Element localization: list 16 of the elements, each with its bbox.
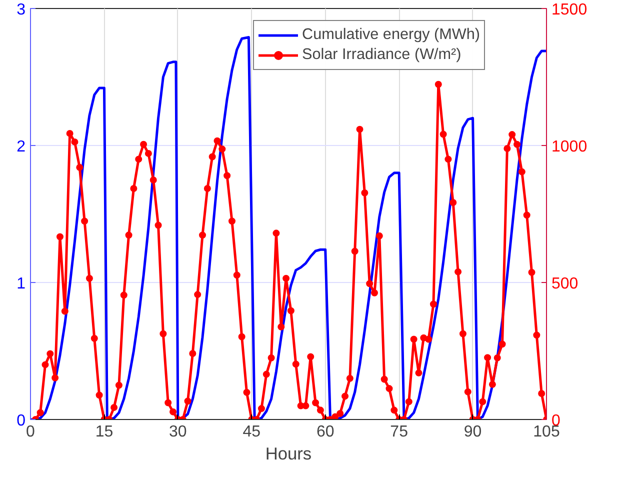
- y-tick-label: 0: [16, 412, 26, 430]
- legend-label: Solar Irradiance (W/m²): [302, 46, 462, 64]
- x-tick-label: 75: [390, 424, 408, 440]
- y2-tick-label: 1500: [552, 2, 588, 18]
- y2-tick-label: 500: [552, 276, 578, 292]
- y2-tick-label: 1000: [552, 138, 588, 156]
- x-tick-label: 45: [242, 424, 261, 440]
- legend-label: Cumulative energy (MWh): [302, 26, 480, 44]
- y-tick-label: 3: [16, 2, 26, 18]
- y-tick-label: 2: [16, 138, 26, 156]
- x-tick-label: 30: [169, 424, 187, 440]
- x-axis-title: Hours: [265, 444, 312, 464]
- y-tick-label: 1: [16, 276, 26, 292]
- x-tick-label: 15: [95, 424, 114, 440]
- x-tick-label: 90: [464, 424, 482, 440]
- x-tick-label: 60: [316, 424, 334, 440]
